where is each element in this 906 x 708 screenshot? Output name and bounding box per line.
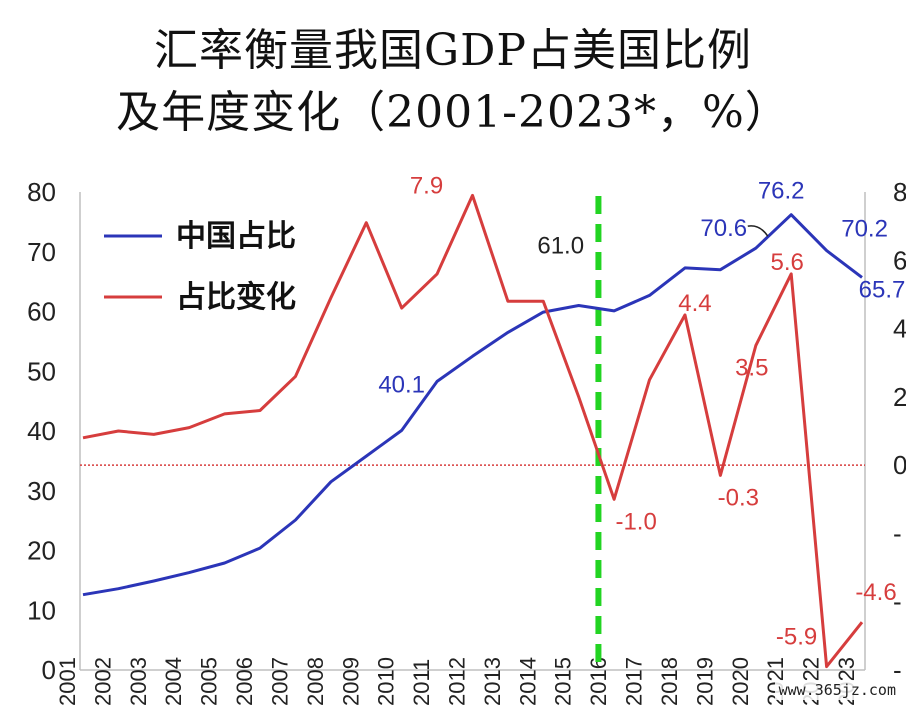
x-tick-label: 2018 xyxy=(657,657,682,706)
x-tick-label: 2016 xyxy=(586,657,611,706)
left-tick-label: 40 xyxy=(27,416,56,446)
right-tick-label: - xyxy=(893,587,902,617)
x-tick-label: 2004 xyxy=(161,657,186,706)
data-label: -5.9 xyxy=(776,624,817,651)
data-label: 76.2 xyxy=(758,178,805,205)
data-label: 4.4 xyxy=(678,290,711,317)
series-group xyxy=(82,193,864,669)
reference-lines xyxy=(80,196,865,670)
right-tick-label: - xyxy=(893,518,902,548)
right-tick-label: 8 xyxy=(893,177,906,207)
x-tick-label: 2011 xyxy=(409,659,434,706)
x-tick-label: 2010 xyxy=(374,657,399,706)
x-tick-label: 2007 xyxy=(267,657,292,706)
left-tick-label: 0 xyxy=(42,655,56,685)
left-tick-label: 50 xyxy=(27,356,56,386)
x-tick-label: 2017 xyxy=(622,657,647,706)
x-tick-label: 2002 xyxy=(90,657,115,706)
right-tick-label: 6 xyxy=(893,245,906,275)
data-label: 61.0 xyxy=(537,233,584,260)
data-label: 3.5 xyxy=(735,355,768,382)
chart-title-line2: 及年度变化（2001-2023*，%） xyxy=(116,87,790,138)
x-tick-label: 2015 xyxy=(551,657,576,706)
chart-title-line1: 汇率衡量我国GDP占美国比例 xyxy=(153,25,753,76)
right-tick-label: 4 xyxy=(893,314,906,344)
x-tick-label: 2013 xyxy=(480,657,505,706)
right-tick-label: 2 xyxy=(893,382,906,412)
left-tick-label: 20 xyxy=(27,536,56,566)
data-label: 7.9 xyxy=(410,172,443,199)
left-tick-label: 70 xyxy=(27,237,56,267)
watermark: www.365jz.com xyxy=(774,680,900,700)
data-label: 40.1 xyxy=(378,371,425,398)
right-tick-label: - xyxy=(893,655,902,685)
data-labels: 40.1 61.0 70.6 76.2 70.2 65.7 7.9 -1.0 4.4 -0.3 3.… xyxy=(378,172,905,650)
x-tick-label: 2020 xyxy=(728,657,753,706)
x-tick-label: 2008 xyxy=(303,657,328,706)
left-tick-label: 60 xyxy=(27,297,56,327)
data-label: 5.6 xyxy=(770,249,803,276)
data-label: 70.6 xyxy=(700,215,747,242)
data-label: 70.2 xyxy=(841,216,888,243)
x-tick-label: 2005 xyxy=(197,657,222,706)
x-tick-label: 2019 xyxy=(692,657,717,706)
x-tick-label: 2003 xyxy=(126,657,151,706)
data-label: -0.3 xyxy=(718,484,759,511)
data-label: 65.7 xyxy=(859,276,906,303)
x-tick-label: 2012 xyxy=(445,657,470,706)
series-line-share-change xyxy=(82,193,864,669)
left-tick-label: 80 xyxy=(27,177,56,207)
series-line-china-share xyxy=(82,213,863,597)
legend-label: 占比变化 xyxy=(176,280,296,315)
x-tick-label: 2006 xyxy=(232,657,257,706)
x-tick-label: 2009 xyxy=(338,657,363,706)
data-label: -4.6 xyxy=(855,579,896,606)
label-leader-line xyxy=(747,225,769,237)
left-tick-label: 30 xyxy=(27,476,56,506)
x-tick-label: 2014 xyxy=(515,657,540,706)
left-tick-label: 10 xyxy=(27,595,56,625)
legend-label: 中国占比 xyxy=(176,219,296,254)
x-tick-label: 2001 xyxy=(55,657,80,706)
data-label: -1.0 xyxy=(615,508,656,535)
right-tick-label: 0 xyxy=(893,450,906,480)
